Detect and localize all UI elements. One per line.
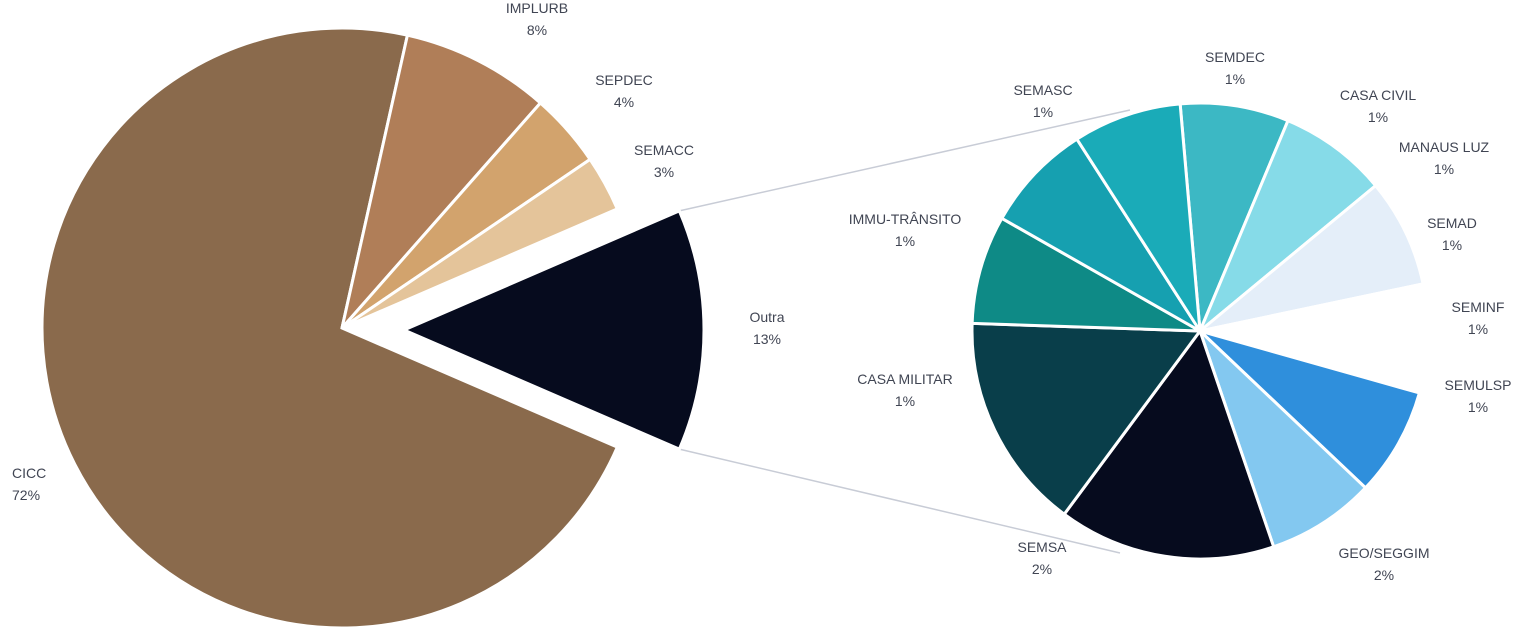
connector-line-top xyxy=(679,109,1131,212)
label-value-sec-geo-seggim: 2% xyxy=(1374,567,1394,583)
label-value-sec-semad: 1% xyxy=(1442,237,1462,253)
sec-slice-semasc xyxy=(1074,102,1202,332)
data-label-sepdec: SEPDEC 4% xyxy=(595,72,653,110)
data-label-sec-casa-civil: CASA CIVIL 1% xyxy=(1340,87,1416,125)
label-name-sec-manaus-luz: MANAUS LUZ xyxy=(1399,139,1490,155)
data-label-cicc: CICC 72% xyxy=(12,465,46,503)
label-name-sec-semdec: SEMDEC xyxy=(1205,49,1265,65)
label-name-sepdec: SEPDEC xyxy=(595,72,653,88)
label-value-sec-seminf: 1% xyxy=(1468,321,1488,337)
connector-line-bottom xyxy=(679,448,1121,554)
label-name-sec-seminf: SEMINF xyxy=(1452,299,1505,315)
label-value-sepdec: 4% xyxy=(614,94,634,110)
label-name-sec-semad: SEMAD xyxy=(1427,215,1477,231)
data-label-sec-semsa: SEMSA 2% xyxy=(1017,539,1067,577)
label-value-cicc: 72% xyxy=(12,487,40,503)
data-label-sec-semdec: SEMDEC 1% xyxy=(1205,49,1265,87)
label-name-cicc: CICC xyxy=(12,465,46,481)
label-name-sec-geo-seggim: GEO/SEGGIM xyxy=(1338,545,1429,561)
sec-slice-semsa xyxy=(970,321,1203,517)
label-value-sec-immu-transito: 1% xyxy=(895,233,915,249)
sec-slice-geo-seggim xyxy=(1062,327,1276,561)
label-name-sec-casa-civil: CASA CIVIL xyxy=(1340,87,1416,103)
label-value-sec-semulsp: 1% xyxy=(1468,399,1488,415)
main-slice-semacc xyxy=(341,157,620,330)
sec-slice-seminf xyxy=(1198,329,1422,490)
sec-slice-semulsp xyxy=(1198,329,1368,549)
data-label-sec-casa-militar: CASA MILITAR 1% xyxy=(857,371,952,409)
label-value-outra: 13% xyxy=(753,331,781,347)
sec-slice-immu-transito xyxy=(999,137,1202,333)
data-label-sec-seminf: SEMINF 1% xyxy=(1452,299,1505,337)
label-name-sec-semasc: SEMASC xyxy=(1013,82,1072,98)
label-name-sec-semsa: SEMSA xyxy=(1017,539,1067,555)
label-value-semacc: 3% xyxy=(654,164,674,180)
label-value-implurb: 8% xyxy=(527,22,547,38)
label-name-outra: Outra xyxy=(749,309,784,325)
main-slice-cicc xyxy=(40,26,620,630)
sec-slice-casa-militar xyxy=(970,216,1201,333)
data-label-implurb: IMPLURB 8% xyxy=(506,0,568,38)
label-name-sec-casa-militar: CASA MILITAR xyxy=(857,371,952,387)
label-value-sec-casa-militar: 1% xyxy=(895,393,915,409)
label-name-implurb: IMPLURB xyxy=(506,0,568,16)
label-value-sec-semdec: 1% xyxy=(1225,71,1245,87)
main-slice-implurb xyxy=(340,33,543,329)
label-name-semacc: SEMACC xyxy=(634,142,694,158)
sec-slice-semdec xyxy=(1178,101,1290,332)
label-value-sec-semasc: 1% xyxy=(1033,104,1053,120)
data-label-outra: Outra 13% xyxy=(749,309,784,347)
label-name-sec-immu-transito: IMMU-TRÂNSITO xyxy=(849,211,962,227)
label-value-sec-semsa: 2% xyxy=(1032,561,1052,577)
data-label-sec-semulsp: SEMULSP 1% xyxy=(1445,377,1512,415)
main-slice-outra xyxy=(400,208,706,452)
sec-slice-casa-civil xyxy=(1198,118,1378,333)
data-label-sec-manaus-luz: MANAUS LUZ 1% xyxy=(1399,139,1490,177)
label-name-sec-semulsp: SEMULSP xyxy=(1445,377,1512,393)
data-label-sec-semasc: SEMASC 1% xyxy=(1013,82,1072,120)
label-value-sec-casa-civil: 1% xyxy=(1368,109,1388,125)
data-label-sec-geo-seggim: GEO/SEGGIM 2% xyxy=(1338,545,1429,583)
sec-slice-semad xyxy=(1199,282,1430,395)
label-value-sec-manaus-luz: 1% xyxy=(1434,161,1454,177)
data-label-semacc: SEMACC 3% xyxy=(634,142,694,180)
data-label-sec-semad: SEMAD 1% xyxy=(1427,215,1477,253)
data-label-sec-immu-transito: IMMU-TRÂNSITO 1% xyxy=(849,211,962,249)
